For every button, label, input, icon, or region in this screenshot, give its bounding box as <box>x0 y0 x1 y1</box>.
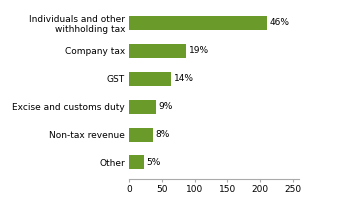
Bar <box>129 100 156 114</box>
Text: 9%: 9% <box>159 102 173 111</box>
Bar <box>129 16 267 30</box>
Text: 19%: 19% <box>189 46 209 55</box>
Text: 8%: 8% <box>155 130 170 139</box>
Bar <box>129 44 186 58</box>
Text: 14%: 14% <box>174 74 194 83</box>
Text: 5%: 5% <box>146 158 160 167</box>
Bar <box>129 128 153 142</box>
Bar <box>129 72 171 86</box>
Text: 46%: 46% <box>270 18 290 27</box>
Bar <box>129 156 143 170</box>
